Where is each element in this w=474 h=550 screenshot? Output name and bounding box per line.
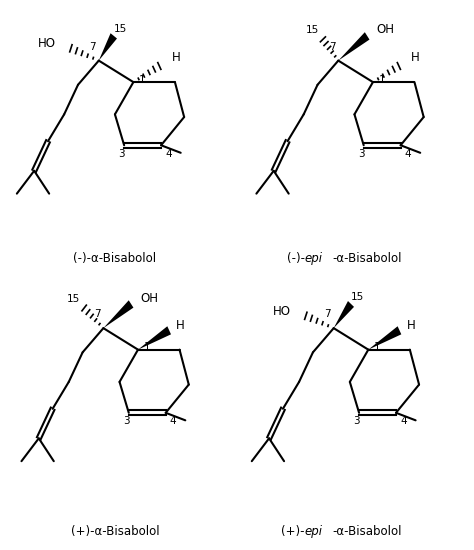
Text: 15: 15 <box>67 294 80 304</box>
Polygon shape <box>338 32 369 60</box>
Text: 15: 15 <box>351 292 365 302</box>
Polygon shape <box>368 326 401 350</box>
Text: -α-Bisabolol: -α-Bisabolol <box>332 252 402 265</box>
Text: H: H <box>172 51 180 64</box>
Text: 4: 4 <box>165 149 172 159</box>
Polygon shape <box>334 301 354 328</box>
Text: 3: 3 <box>358 149 365 159</box>
Text: 1: 1 <box>374 343 381 353</box>
Text: 15: 15 <box>306 25 319 35</box>
Polygon shape <box>99 33 117 60</box>
Text: (+)-: (+)- <box>282 525 305 537</box>
Text: (+)-α-Bisabolol: (+)-α-Bisabolol <box>71 525 159 537</box>
Polygon shape <box>138 326 171 350</box>
Text: 1: 1 <box>144 343 150 353</box>
Text: OH: OH <box>376 23 394 36</box>
Text: epi: epi <box>305 252 323 265</box>
Text: 3: 3 <box>118 149 125 159</box>
Text: 3: 3 <box>123 416 130 426</box>
Text: 7: 7 <box>329 42 336 52</box>
Text: HO: HO <box>38 37 56 51</box>
Text: 4: 4 <box>170 416 176 426</box>
Text: 7: 7 <box>324 309 330 319</box>
Text: 3: 3 <box>354 416 360 426</box>
Text: H: H <box>411 51 420 64</box>
Text: -α-Bisabolol: -α-Bisabolol <box>332 525 402 537</box>
Text: 1: 1 <box>379 75 385 85</box>
Text: 7: 7 <box>89 42 96 52</box>
Text: epi: epi <box>305 525 323 537</box>
Text: H: H <box>406 319 415 332</box>
Text: OH: OH <box>140 292 158 305</box>
Text: H: H <box>176 319 185 332</box>
Text: (-)-α-Bisabolol: (-)-α-Bisabolol <box>73 252 156 265</box>
Text: (-)-: (-)- <box>287 252 305 265</box>
Text: HO: HO <box>273 305 291 318</box>
Text: 4: 4 <box>405 149 411 159</box>
Polygon shape <box>103 300 134 328</box>
Text: 1: 1 <box>139 75 146 85</box>
Text: 4: 4 <box>400 416 407 426</box>
Text: 7: 7 <box>94 309 101 319</box>
Text: 15: 15 <box>114 24 128 34</box>
